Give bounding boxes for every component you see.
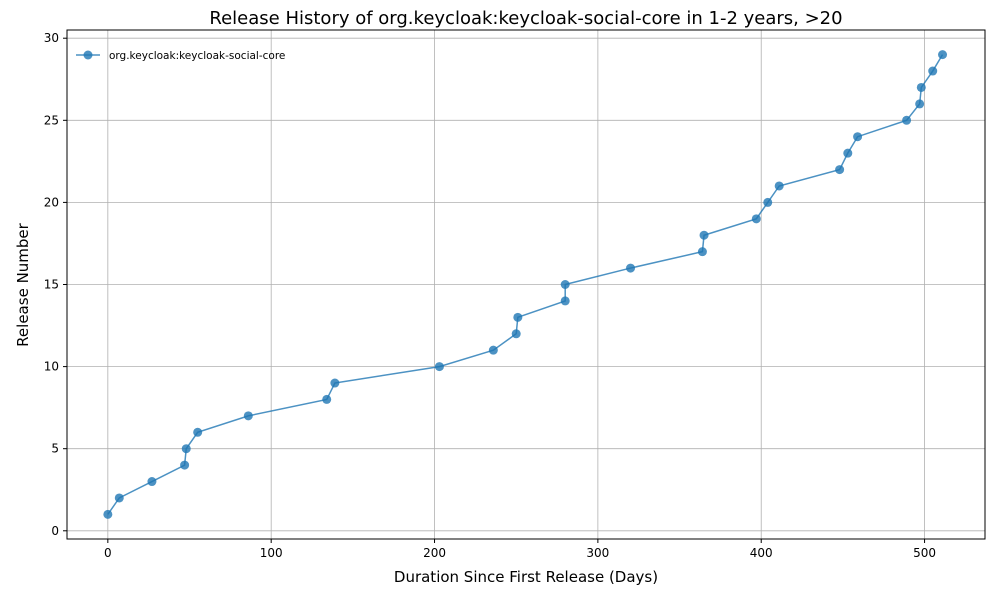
y-tick-label: 15	[44, 278, 59, 292]
data-point	[103, 509, 113, 519]
data-point	[697, 247, 707, 257]
grid	[67, 30, 985, 539]
data-point	[147, 477, 157, 487]
x-tick-label: 0	[104, 546, 112, 560]
data-point	[699, 230, 709, 240]
data-point	[560, 280, 570, 289]
x-axis-label: Duration Since First Release (Days)	[394, 568, 658, 586]
legend: org.keycloak:keycloak-social-core	[76, 50, 285, 62]
data-point	[626, 263, 636, 273]
series-layer	[103, 50, 948, 519]
legend-marker	[83, 50, 93, 60]
x-tick-label: 300	[586, 546, 609, 560]
chart-title: Release History of org.keycloak:keycloak…	[209, 8, 842, 29]
y-tick-label: 5	[51, 442, 59, 456]
y-tick-label: 20	[44, 195, 59, 209]
legend-label: org.keycloak:keycloak-social-core	[109, 50, 285, 62]
data-point	[751, 214, 761, 224]
data-point	[330, 378, 340, 388]
data-point	[434, 362, 444, 372]
data-point	[835, 165, 845, 175]
x-tick-label: 100	[260, 546, 283, 560]
data-point	[560, 296, 570, 306]
y-tick-label: 30	[44, 31, 59, 45]
data-point	[843, 148, 853, 158]
y-tick-label: 0	[51, 524, 59, 538]
data-point	[193, 427, 203, 437]
data-point	[763, 197, 773, 207]
data-point	[181, 444, 191, 454]
x-tick-label: 400	[750, 546, 773, 560]
data-point	[243, 411, 253, 421]
data-point	[511, 329, 521, 339]
data-point	[928, 66, 938, 76]
data-point	[114, 493, 124, 503]
y-axis-ticks: 0 5 10 15 20 25 30	[44, 31, 67, 538]
data-point	[915, 99, 925, 109]
data-point	[774, 181, 784, 191]
data-point	[488, 345, 498, 355]
x-tick-label: 200	[423, 546, 446, 560]
y-tick-label: 10	[44, 360, 59, 374]
data-point	[902, 115, 912, 125]
y-tick-label: 25	[44, 113, 59, 127]
x-axis-ticks: 0 100 200 300 400 500	[104, 539, 936, 560]
data-point	[322, 394, 332, 404]
data-point	[853, 132, 863, 142]
data-point	[938, 50, 948, 60]
data-point	[180, 460, 190, 470]
data-point	[916, 82, 926, 92]
y-axis-label: Release Number	[14, 222, 32, 346]
data-point	[513, 312, 523, 322]
x-tick-label: 500	[913, 546, 936, 560]
